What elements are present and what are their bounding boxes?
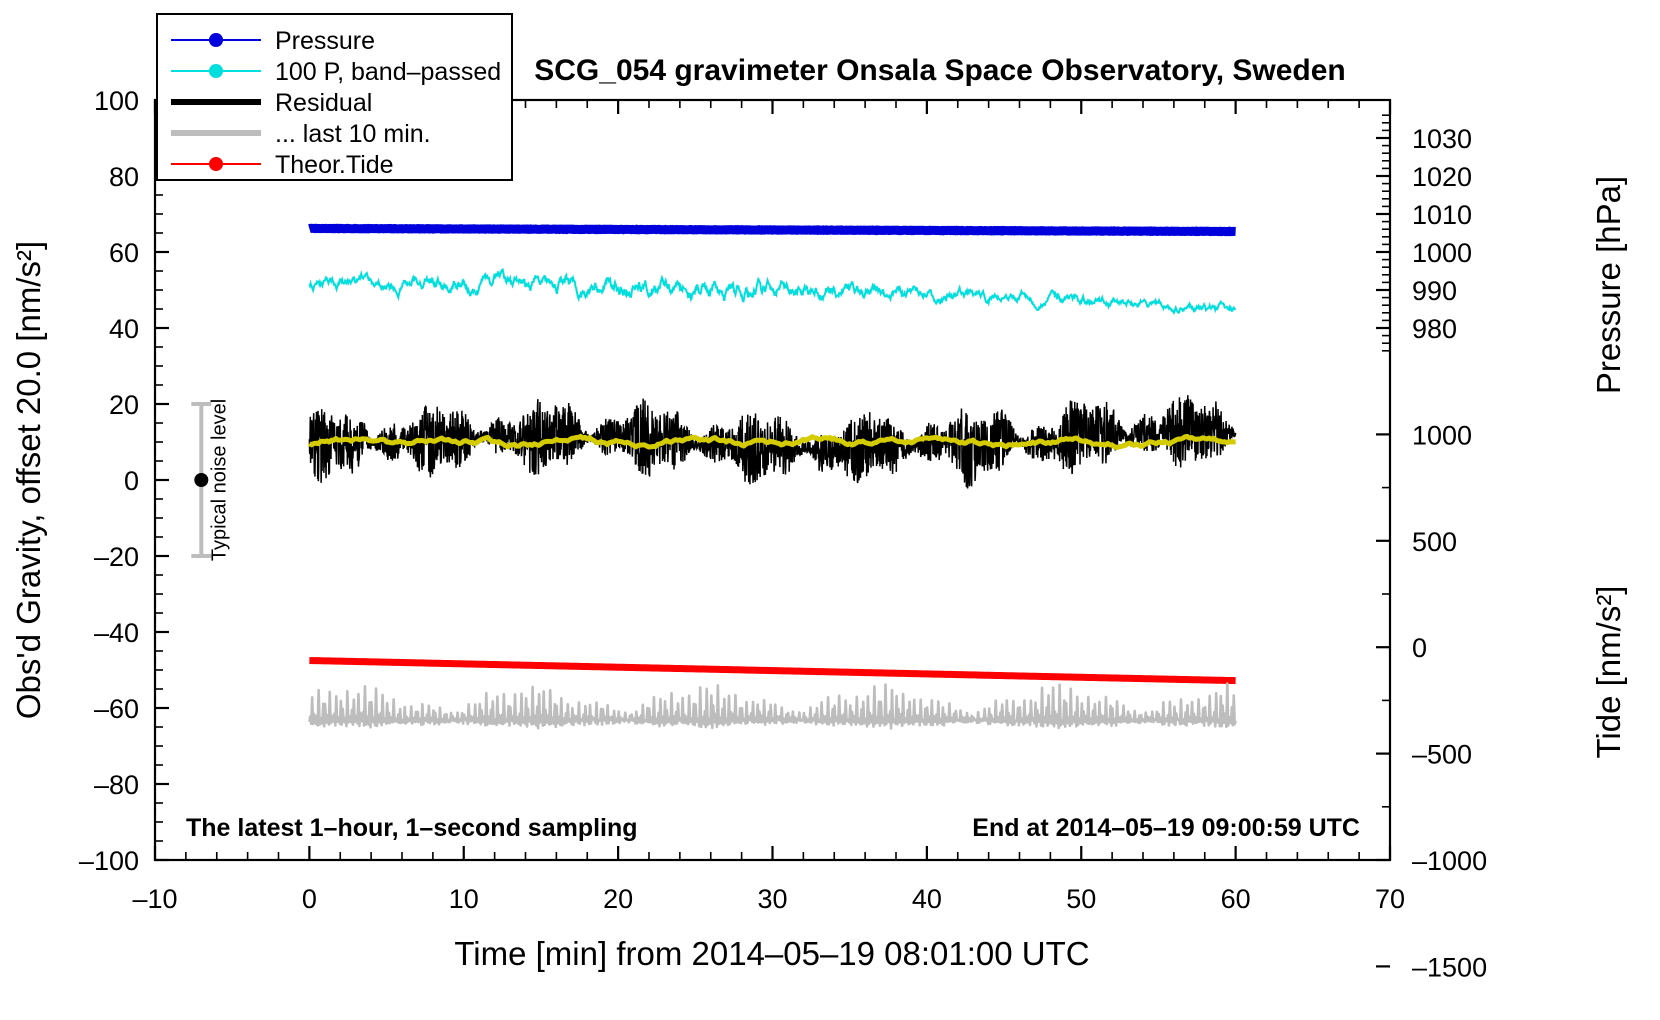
tide-tick-label: 500 (1412, 527, 1457, 557)
y-axis-title-tide: Tide [nm/s²] (1590, 586, 1627, 759)
x-tick-label: 70 (1375, 884, 1405, 914)
pressure-tick-label: 980 (1412, 314, 1457, 344)
legend-label-2[interactable]: Residual (275, 89, 372, 117)
trace-residual-smoothed (308, 433, 1236, 451)
trace-last-10-min (308, 682, 1237, 730)
legend-label-4[interactable]: Theor.Tide (275, 151, 394, 179)
y-tick-label: –20 (94, 542, 139, 572)
x-tick-label: –10 (132, 884, 177, 914)
y-axis-right-pressure: 980 990 1000 1010 1020 1030 (1376, 114, 1472, 352)
x-tick-label: 50 (1066, 884, 1096, 914)
noise-center-dot (194, 473, 209, 487)
legend-marker-0 (209, 33, 223, 47)
x-tick-label: 30 (757, 884, 787, 914)
tide-tick-label: –1000 (1412, 846, 1487, 876)
y-axis-title-pressure: Pressure [hPa] (1590, 176, 1627, 394)
pressure-tick-label: 1000 (1412, 238, 1472, 268)
end-time-note: End at 2014–05–19 09:00:59 UTC (972, 814, 1360, 842)
trace-band-passed (308, 267, 1237, 315)
y-tick-label: –60 (94, 694, 139, 724)
y-tick-label: 100 (94, 86, 139, 116)
y-tick-label: 80 (109, 162, 139, 192)
legend-label-1[interactable]: 100 P, band–passed (275, 58, 501, 86)
chart-legend[interactable]: Pressure 100 P, band–passed Residual ... la… (156, 13, 513, 181)
legend-label-3[interactable]: ... last 10 min. (275, 120, 431, 148)
typical-noise-level-marker (191, 402, 212, 558)
x-tick-label: 60 (1221, 884, 1251, 914)
pressure-tick-label: 1030 (1412, 124, 1472, 154)
x-axis-title: Time [min] from 2014–05–19 08:01:00 UTC (454, 935, 1089, 972)
y-axis-title-left: Obs'd Gravity, offset 20.0 [nm/s²] (10, 241, 47, 719)
x-tick-label: 20 (603, 884, 633, 914)
y-tick-label: 20 (109, 390, 139, 420)
y-tick-label: –40 (94, 618, 139, 648)
tide-tick-label: –500 (1412, 740, 1472, 770)
y-tick-label: –100 (79, 846, 139, 876)
pressure-tick-label: 1010 (1412, 200, 1472, 230)
trace-pressure (308, 223, 1236, 237)
typical-noise-level-label: Typical noise level (208, 399, 230, 561)
tide-tick-label: –1500 (1412, 952, 1487, 982)
x-axis: –10 0 10 20 30 40 50 60 70 (132, 100, 1405, 914)
y-tick-label: 60 (109, 238, 139, 268)
y-tick-label: 40 (109, 314, 139, 344)
chart-title: SCG_054 gravimeter Onsala Space Observat… (534, 54, 1346, 87)
tide-tick-label: 0 (1412, 633, 1427, 663)
pressure-tick-label: 1020 (1412, 162, 1472, 192)
tide-tick-label: 1000 (1412, 420, 1472, 450)
y-axis-left: –100 –80 –60 –40 –20 0 20 40 60 80 100 (79, 86, 169, 876)
x-tick-label: 0 (302, 884, 317, 914)
x-tick-label: 10 (449, 884, 479, 914)
legend-label-0[interactable]: Pressure (275, 27, 375, 55)
y-tick-label: 0 (124, 466, 139, 496)
trace-theor-tide (309, 657, 1236, 685)
x-tick-label: 40 (912, 884, 942, 914)
sampling-note: The latest 1–hour, 1–second sampling (186, 814, 638, 842)
legend-marker-1 (209, 64, 223, 78)
y-tick-label: –80 (94, 770, 139, 800)
y-axis-right-tide: –1500 –1000 –500 0 500 1000 (1376, 420, 1487, 982)
pressure-tick-label: 990 (1412, 276, 1457, 306)
legend-marker-4 (209, 157, 223, 171)
data-traces (308, 223, 1237, 730)
